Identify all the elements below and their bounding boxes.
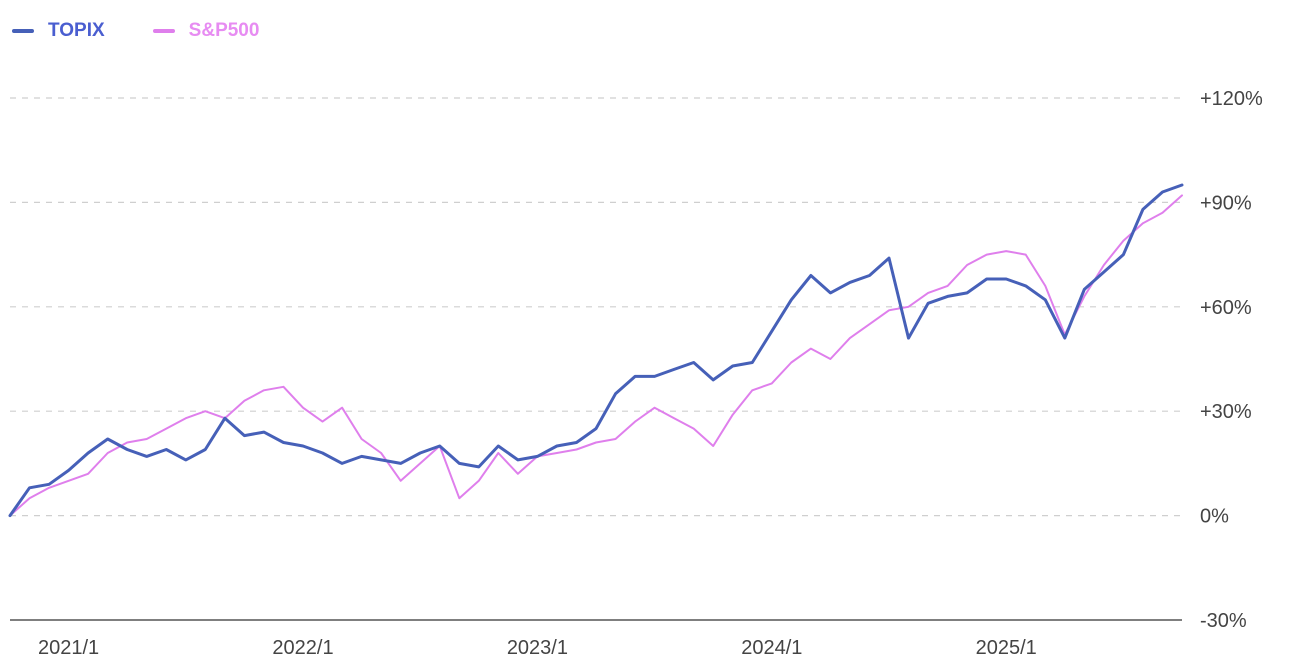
y-tick-label: +90% — [1200, 192, 1252, 214]
x-tick-label: 2022/1 — [272, 637, 333, 659]
x-tick-label: 2025/1 — [976, 637, 1037, 659]
legend-swatch-topix — [12, 29, 34, 33]
y-tick-label: +120% — [1200, 88, 1263, 110]
chart-legend: TOPIX S&P500 — [12, 20, 259, 42]
legend-swatch-sp500 — [152, 29, 175, 33]
legend-item-topix[interactable]: TOPIX — [12, 20, 105, 42]
y-tick-label: -30% — [1200, 610, 1247, 632]
series-line-sp500 — [9, 194, 1183, 517]
legend-label-topix: TOPIX — [48, 20, 105, 41]
y-tick-label: +30% — [1200, 401, 1252, 423]
y-tick-label: +60% — [1200, 297, 1252, 319]
series-line-topix — [8, 183, 1184, 518]
y-tick-label: 0% — [1200, 506, 1229, 528]
x-tick-label: 2021/1 — [38, 637, 99, 659]
legend-label-sp500: S&P500 — [188, 20, 260, 41]
x-tick-label: 2023/1 — [507, 637, 568, 659]
legend-item-sp500[interactable]: S&P500 — [152, 20, 260, 42]
x-tick-label: 2024/1 — [741, 637, 802, 659]
